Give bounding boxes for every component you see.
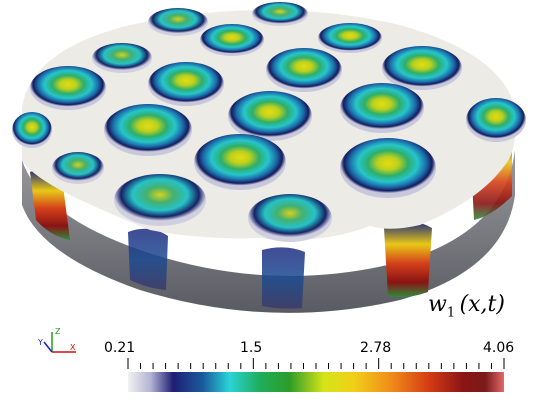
bump	[92, 43, 152, 73]
side-cool-column-2	[262, 247, 305, 309]
bump	[248, 194, 332, 242]
bump	[114, 174, 206, 226]
bump	[12, 112, 52, 148]
bump	[200, 24, 264, 56]
bump	[148, 8, 208, 36]
axis-x-label: X	[70, 343, 76, 352]
colorbar-tick-label-3: 4.06	[483, 340, 515, 356]
axis-y-label: Y	[37, 338, 43, 347]
bump	[340, 83, 424, 133]
variable-label: w1 (x,t)	[428, 292, 505, 321]
side-hot-column-right	[384, 221, 432, 298]
bump	[52, 152, 104, 184]
color-legend-ticks	[127, 358, 505, 369]
bump	[104, 104, 192, 156]
color-legend-bar	[128, 372, 504, 392]
bump	[466, 98, 526, 142]
bump	[382, 46, 462, 90]
side-cool-column-1	[128, 228, 168, 290]
bump	[252, 2, 308, 26]
surface-bumps	[12, 2, 526, 242]
orientation-axes: Z Y X	[37, 327, 76, 353]
axis-z-label: Z	[55, 327, 61, 336]
bump	[228, 91, 312, 141]
bump	[266, 48, 342, 92]
bump	[194, 134, 286, 190]
bump	[340, 138, 436, 198]
colorbar-tick-label-1: 1.5	[240, 340, 263, 356]
bump	[30, 66, 106, 110]
colorbar-tick-label-2: 2.78	[360, 340, 392, 356]
bump	[148, 62, 224, 106]
bump	[318, 23, 382, 53]
color-legend	[127, 358, 505, 392]
colorbar-tick-label-0: 0.21	[104, 340, 136, 356]
